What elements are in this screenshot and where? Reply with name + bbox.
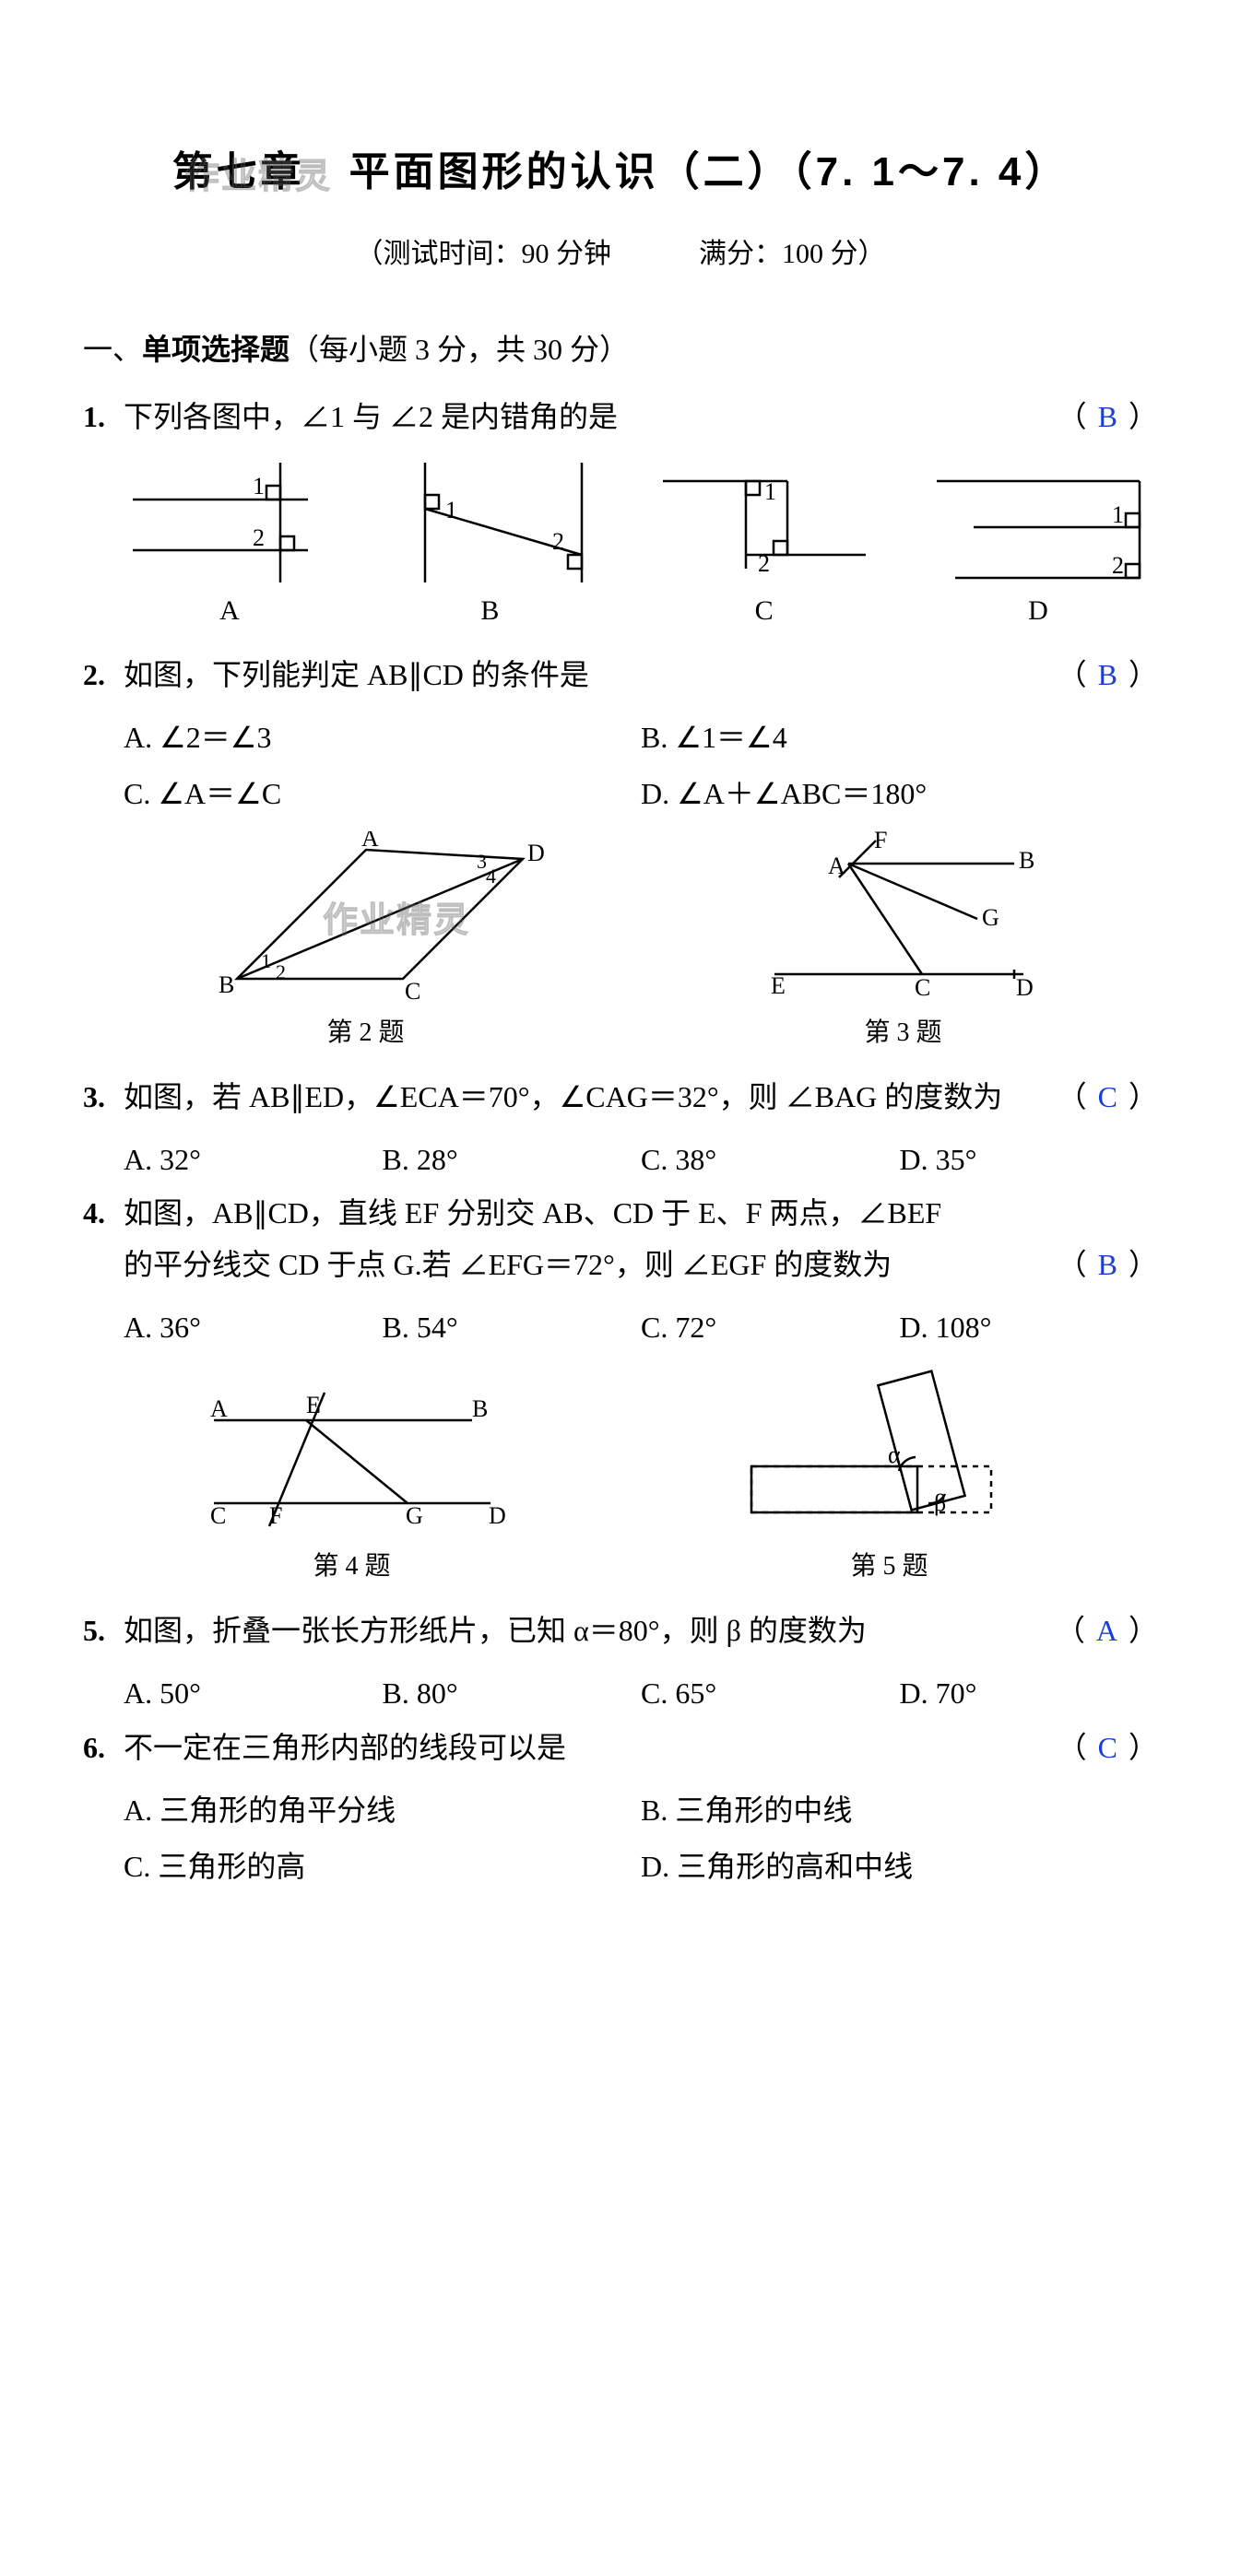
- q2-text: 如图，下列能判定 AB∥CD 的条件是: [124, 658, 589, 691]
- q3-num: 3.: [83, 1071, 124, 1123]
- svg-text:E: E: [306, 1392, 321, 1418]
- svg-text:C: C: [405, 978, 420, 1005]
- svg-text:D: D: [527, 840, 545, 866]
- q2-answer: B: [1094, 658, 1121, 691]
- q1-fig-a: 1 2: [124, 453, 336, 592]
- question-4: 4. 如图，AB∥CD，直线 EF 分别交 AB、CD 于 E、F 两点，∠BE…: [83, 1187, 1158, 1290]
- q5-answer: A: [1093, 1614, 1121, 1647]
- q2-figure: A D B C 1 2 3 4: [172, 831, 560, 1006]
- subtitle-right: 满分：100 分）: [699, 239, 886, 269]
- q6-num: 6.: [83, 1722, 124, 1773]
- svg-text:D: D: [1016, 974, 1034, 1001]
- svg-text:A: A: [828, 853, 845, 879]
- svg-text:E: E: [771, 972, 786, 999]
- q1-figures: 1 2 A 1 2 B: [83, 453, 1158, 627]
- svg-text:1: 1: [253, 473, 265, 500]
- q1-fig-c: 1 2: [644, 453, 884, 592]
- q6-answer: C: [1094, 1731, 1121, 1764]
- svg-text:G: G: [406, 1502, 423, 1529]
- q1-text: 下列各图中，∠1 与 ∠2 是内错角的是: [124, 400, 618, 433]
- svg-text:A: A: [361, 831, 379, 852]
- q4-num: 4.: [83, 1187, 124, 1239]
- svg-text:B: B: [1019, 847, 1034, 874]
- svg-text:2: 2: [253, 524, 265, 551]
- q5-num: 5.: [83, 1605, 124, 1656]
- subtitle: （测试时间：90 分钟 满分：100 分）: [83, 230, 1158, 271]
- subtitle-left: （测试时间：90 分钟: [356, 239, 612, 269]
- q4-q5-figures: A E B C F G D 第 4 题 α β 第 5: [83, 1365, 1158, 1582]
- question-6: 6. （ C ） 不一定在三角形内部的线段可以是: [83, 1722, 1158, 1773]
- q2-q3-figures: 作业精灵 A D B C 1 2 3 4 第 2 题: [83, 831, 1158, 1049]
- q3-options: A. 32° B. 28° C. 38° D. 35°: [83, 1132, 1158, 1188]
- q4-options: A. 36° B. 54° C. 72° D. 108°: [83, 1300, 1158, 1356]
- q3-text: 如图，若 AB∥ED，∠ECA＝70°，∠CAG＝32°，则 ∠BAG 的度数为: [124, 1080, 1002, 1113]
- q2-options: A. ∠2＝∠3 B. ∠1＝∠4 C. ∠A＝∠C D. ∠A＋∠ABC＝18…: [83, 710, 1158, 822]
- svg-text:2: 2: [758, 550, 770, 577]
- q1-num: 1.: [83, 391, 124, 442]
- q2-num: 2.: [83, 649, 124, 700]
- q5-options: A. 50° B. 80° C. 65° D. 70°: [83, 1665, 1158, 1722]
- q5-figure: α β: [715, 1365, 1065, 1540]
- svg-text:D: D: [489, 1502, 506, 1529]
- svg-text:α: α: [888, 1441, 901, 1468]
- question-1: 1. （ B ） 下列各图中，∠1 与 ∠2 是内错角的是: [83, 391, 1158, 442]
- q4-text-2: 的平分线交 CD 于点 G.若 ∠EFG＝72°，则 ∠EGF 的度数为: [124, 1248, 892, 1281]
- svg-text:C: C: [210, 1502, 226, 1529]
- svg-text:2: 2: [552, 528, 564, 555]
- q1-answer: B: [1094, 400, 1121, 433]
- q4-figure: A E B C F G D: [177, 1383, 527, 1540]
- svg-text:1: 1: [1112, 501, 1124, 528]
- q3-answer: C: [1094, 1080, 1121, 1113]
- svg-text:4: 4: [486, 865, 496, 888]
- section-heading: 一、单项选择题（每小题 3 分，共 30 分）: [83, 326, 1158, 369]
- q6-text: 不一定在三角形内部的线段可以是: [124, 1731, 566, 1764]
- svg-text:B: B: [472, 1395, 488, 1422]
- svg-text:2: 2: [1112, 552, 1124, 579]
- q1-fig-d: 1 2: [918, 453, 1158, 592]
- svg-text:C: C: [915, 974, 930, 1001]
- q6-options: A. 三角形的角平分线 B. 三角形的中线 C. 三角形的高 D. 三角形的高和…: [83, 1782, 1158, 1895]
- svg-text:A: A: [210, 1395, 228, 1422]
- svg-text:F: F: [269, 1502, 282, 1529]
- svg-text:2: 2: [276, 960, 286, 983]
- q3-figure: F A B G E C D: [738, 831, 1070, 1006]
- svg-text:F: F: [874, 831, 887, 853]
- question-5: 5. （ A ） 如图，折叠一张长方形纸片，已知 α＝80°，则 β 的度数为: [83, 1605, 1158, 1656]
- q4-text-1: 如图，AB∥CD，直线 EF 分别交 AB、CD 于 E、F 两点，∠BEF: [124, 1196, 941, 1229]
- svg-text:B: B: [219, 971, 234, 998]
- q5-text: 如图，折叠一张长方形纸片，已知 α＝80°，则 β 的度数为: [124, 1614, 867, 1647]
- svg-text:1: 1: [261, 949, 271, 972]
- question-2: 2. （ B ） 如图，下列能判定 AB∥CD 的条件是: [83, 649, 1158, 700]
- svg-text:1: 1: [445, 497, 457, 523]
- svg-text:1: 1: [764, 478, 776, 505]
- svg-text:G: G: [982, 904, 999, 931]
- question-3: 3. 如图，若 AB∥ED，∠ECA＝70°，∠CAG＝32°，则 ∠BAG 的…: [83, 1071, 1158, 1123]
- q4-answer: B: [1094, 1248, 1121, 1281]
- chapter-title: 第七章 平面图形的认识（二）（7. 1～7. 4）: [83, 138, 1158, 197]
- q1-fig-b: 1 2: [370, 453, 609, 592]
